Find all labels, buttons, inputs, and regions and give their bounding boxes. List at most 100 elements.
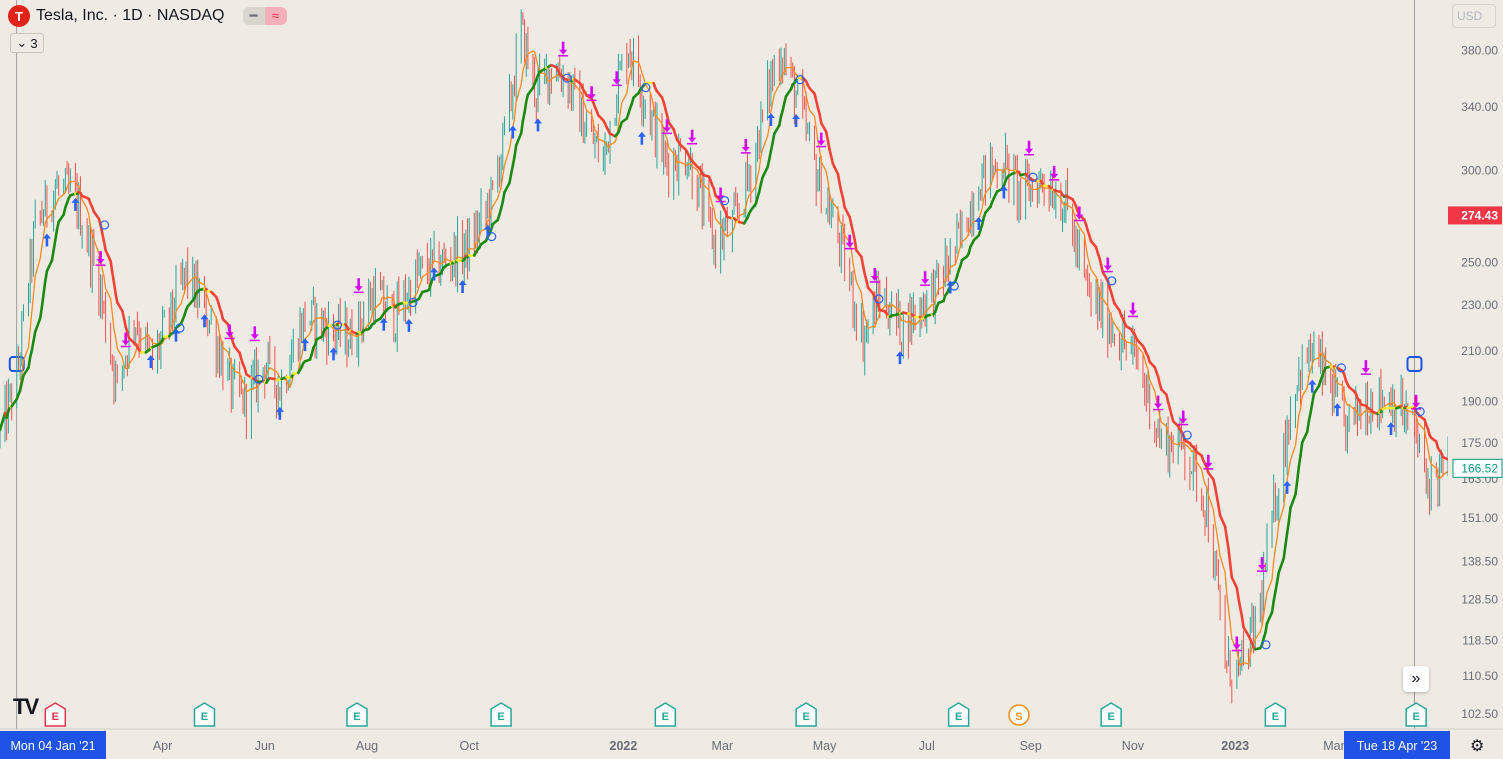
slow-trend-segment — [1207, 471, 1215, 481]
event-badge-letter: E — [353, 711, 360, 723]
slow-trend-segment — [52, 238, 57, 252]
event-badge-letter: E — [52, 711, 59, 723]
slow-trend-segment — [769, 141, 774, 153]
slow-trend-segment — [1238, 606, 1244, 618]
earnings-badge[interactable] — [1100, 702, 1122, 727]
slow-trend-segment — [655, 89, 664, 99]
slow-trend-segment — [831, 162, 840, 176]
slow-trend-segment — [0, 411, 7, 432]
y-tick-label: 250.00 — [1461, 256, 1498, 270]
earnings-badge[interactable] — [346, 702, 368, 727]
cross-circle-marker — [1028, 172, 1038, 182]
slow-trend-segment — [501, 191, 506, 203]
chevron-down-icon: ⌄ — [16, 35, 28, 50]
event-badge-letter: E — [1272, 711, 1279, 723]
symbol-title[interactable]: Tesla, Inc. · 1D · NASDAQ — [36, 7, 225, 24]
slow-trend-segment — [526, 86, 535, 96]
slow-trend-segment — [836, 172, 841, 185]
slow-trend-segment — [521, 111, 526, 123]
gear-icon[interactable]: ⚙ — [1470, 738, 1485, 755]
slow-trend-segment — [45, 258, 54, 273]
slow-trend-segment — [1217, 503, 1222, 517]
buy-arrow-marker — [483, 224, 492, 238]
indicators-toggle[interactable]: ⌄ 3 — [10, 33, 44, 53]
buy-arrow-marker — [171, 328, 180, 342]
slow-trend-segment — [1230, 576, 1239, 590]
sell-arrow-marker — [96, 251, 105, 265]
cross-circle-marker — [1336, 363, 1346, 373]
earnings-badge[interactable] — [947, 702, 970, 727]
earnings-badge[interactable] — [654, 702, 677, 727]
slow-trend-segment — [1441, 455, 1450, 461]
slow-trend-segment — [32, 330, 37, 343]
slow-trend-segment — [523, 100, 528, 114]
slow-trend-segment — [57, 213, 65, 224]
slow-trend-segment — [1101, 270, 1110, 283]
y-tick-label: 340.00 — [1461, 100, 1498, 114]
x-tick-label: Oct — [460, 739, 480, 753]
slow-trend-segment — [92, 210, 101, 221]
buy-arrow-marker — [533, 118, 542, 132]
slow-trend-segment — [819, 121, 828, 134]
y-tick-label: 138.50 — [1461, 555, 1498, 569]
slow-trend-segment — [511, 155, 516, 167]
cross-circle-marker — [1415, 406, 1425, 417]
slow-trend-segment — [122, 317, 127, 329]
slow-trend-segment — [841, 196, 846, 209]
earnings-badge[interactable] — [44, 702, 67, 727]
slow-trend-segment — [1305, 419, 1311, 434]
buy-arrow-marker — [974, 216, 983, 230]
slow-trend-segment — [1242, 625, 1250, 638]
wave-icon: ≈ — [264, 7, 287, 25]
cross-circle-marker — [1182, 430, 1192, 440]
earnings-badge[interactable] — [193, 702, 216, 727]
slow-trend-segment — [33, 316, 42, 334]
slow-trend-segment — [509, 164, 515, 176]
cross-circle-marker — [720, 196, 730, 206]
sell-arrow-marker — [121, 332, 130, 346]
sell-arrow-marker — [1050, 165, 1059, 179]
currency-button[interactable]: USD — [1452, 4, 1496, 28]
sell-arrow-marker — [1257, 557, 1266, 571]
slow-trend-segment — [853, 238, 858, 252]
y-tick-label: 118.50 — [1462, 634, 1498, 648]
slow-trend-segment — [1309, 401, 1314, 415]
x-tick-label: Jul — [919, 739, 935, 753]
scroll-to-realtime-button[interactable]: » — [1403, 666, 1429, 692]
split-badge[interactable] — [1008, 704, 1030, 726]
x-tick-label: Apr — [153, 739, 172, 753]
crosshair-handle — [1406, 356, 1423, 372]
market-status-pill[interactable]: ━ ≈ — [242, 7, 287, 25]
slow-trend-segment — [18, 381, 24, 392]
cross-circle-marker — [254, 374, 264, 384]
y-tick-label: 110.50 — [1462, 669, 1498, 683]
fast-trend-line — [0, 50, 1449, 667]
sell-arrow-marker — [845, 234, 854, 248]
event-badge-letter: E — [1107, 711, 1114, 723]
earnings-badge[interactable] — [1405, 702, 1427, 727]
price-axis-background — [1448, 0, 1503, 759]
sell-arrow-marker — [1204, 454, 1213, 468]
slow-trend-segment — [54, 228, 59, 242]
slow-trend-segment — [114, 292, 119, 304]
slow-trend-segment — [112, 281, 117, 296]
tradingview-logo[interactable]: TV — [13, 694, 39, 719]
slow-trend-segment — [109, 259, 114, 274]
sell-arrow-marker — [741, 138, 750, 152]
earnings-badge[interactable] — [490, 702, 512, 727]
earnings-badge[interactable] — [795, 702, 817, 727]
slow-trend-segment — [100, 231, 106, 243]
slow-trend-segment — [42, 280, 47, 296]
slow-trend-segment — [1213, 485, 1219, 498]
crosshair-date-label: Tue 18 Apr '23 — [1357, 739, 1437, 753]
slow-trend-segment — [1272, 590, 1277, 603]
earnings-badge[interactable] — [1264, 702, 1287, 727]
slow-trend-segment — [761, 165, 769, 179]
event-badge-letter: E — [497, 711, 504, 723]
y-tick-label: 175.00 — [1461, 436, 1498, 450]
slow-trend-segment — [784, 87, 793, 98]
candlestick-series — [0, 9, 1449, 704]
